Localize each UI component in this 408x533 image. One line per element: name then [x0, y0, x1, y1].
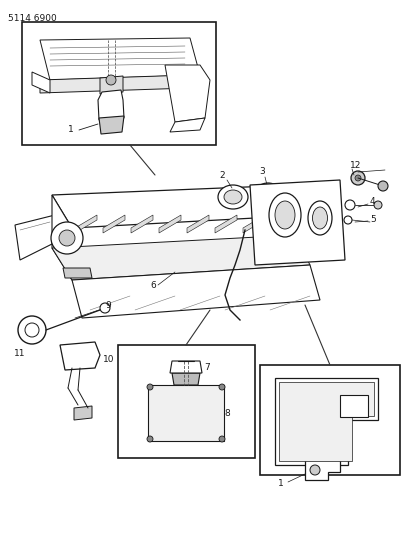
- Ellipse shape: [255, 183, 281, 205]
- Polygon shape: [52, 235, 310, 280]
- Polygon shape: [271, 215, 293, 233]
- Circle shape: [106, 75, 116, 85]
- Text: 1: 1: [68, 125, 74, 134]
- Polygon shape: [170, 361, 202, 373]
- Polygon shape: [32, 72, 50, 93]
- Circle shape: [310, 465, 320, 475]
- Polygon shape: [275, 378, 378, 465]
- Circle shape: [51, 222, 83, 254]
- Polygon shape: [52, 195, 72, 280]
- Text: 2: 2: [219, 171, 225, 180]
- Bar: [340, 395, 368, 417]
- Polygon shape: [148, 385, 224, 441]
- Circle shape: [351, 171, 365, 185]
- Polygon shape: [40, 75, 190, 93]
- Circle shape: [355, 175, 361, 181]
- Bar: [22, 22, 216, 145]
- Ellipse shape: [275, 201, 295, 229]
- Circle shape: [345, 200, 355, 210]
- Circle shape: [100, 303, 110, 313]
- Text: 3: 3: [259, 167, 265, 176]
- Text: 7: 7: [204, 362, 210, 372]
- Polygon shape: [100, 76, 123, 94]
- Circle shape: [374, 201, 382, 209]
- Circle shape: [378, 181, 388, 191]
- Circle shape: [219, 384, 225, 390]
- Polygon shape: [40, 38, 200, 80]
- Text: 9: 9: [105, 301, 111, 310]
- Polygon shape: [98, 90, 124, 120]
- Text: 8: 8: [224, 408, 230, 417]
- Circle shape: [344, 216, 352, 224]
- Ellipse shape: [313, 207, 328, 229]
- Text: 5: 5: [370, 215, 376, 224]
- Ellipse shape: [269, 193, 301, 237]
- Polygon shape: [74, 406, 92, 420]
- Polygon shape: [165, 65, 210, 122]
- Text: 4: 4: [370, 198, 376, 206]
- Polygon shape: [75, 215, 97, 233]
- Polygon shape: [215, 215, 237, 233]
- Polygon shape: [243, 215, 265, 233]
- Polygon shape: [159, 215, 181, 233]
- Polygon shape: [99, 116, 124, 134]
- Polygon shape: [103, 215, 125, 233]
- Circle shape: [219, 436, 225, 442]
- Circle shape: [147, 436, 153, 442]
- Text: 5114 6900: 5114 6900: [8, 14, 57, 23]
- Polygon shape: [170, 118, 205, 132]
- Polygon shape: [131, 215, 153, 233]
- Ellipse shape: [224, 190, 242, 204]
- Ellipse shape: [308, 201, 332, 235]
- Polygon shape: [250, 180, 345, 265]
- Text: 11: 11: [14, 349, 25, 358]
- Ellipse shape: [260, 188, 276, 200]
- Bar: [260, 365, 400, 475]
- Polygon shape: [279, 382, 374, 461]
- Text: 6: 6: [150, 280, 156, 289]
- Polygon shape: [52, 185, 310, 228]
- Text: 1: 1: [278, 480, 284, 489]
- Bar: [118, 345, 255, 458]
- Polygon shape: [305, 460, 340, 480]
- Text: 12: 12: [350, 160, 361, 169]
- Circle shape: [18, 316, 46, 344]
- Circle shape: [59, 230, 75, 246]
- Polygon shape: [172, 373, 200, 385]
- Text: 10: 10: [103, 356, 115, 365]
- Polygon shape: [72, 265, 320, 318]
- Circle shape: [147, 384, 153, 390]
- Circle shape: [25, 323, 39, 337]
- Polygon shape: [15, 215, 60, 260]
- Polygon shape: [187, 215, 209, 233]
- Polygon shape: [63, 268, 92, 278]
- Polygon shape: [60, 342, 100, 370]
- Ellipse shape: [218, 185, 248, 209]
